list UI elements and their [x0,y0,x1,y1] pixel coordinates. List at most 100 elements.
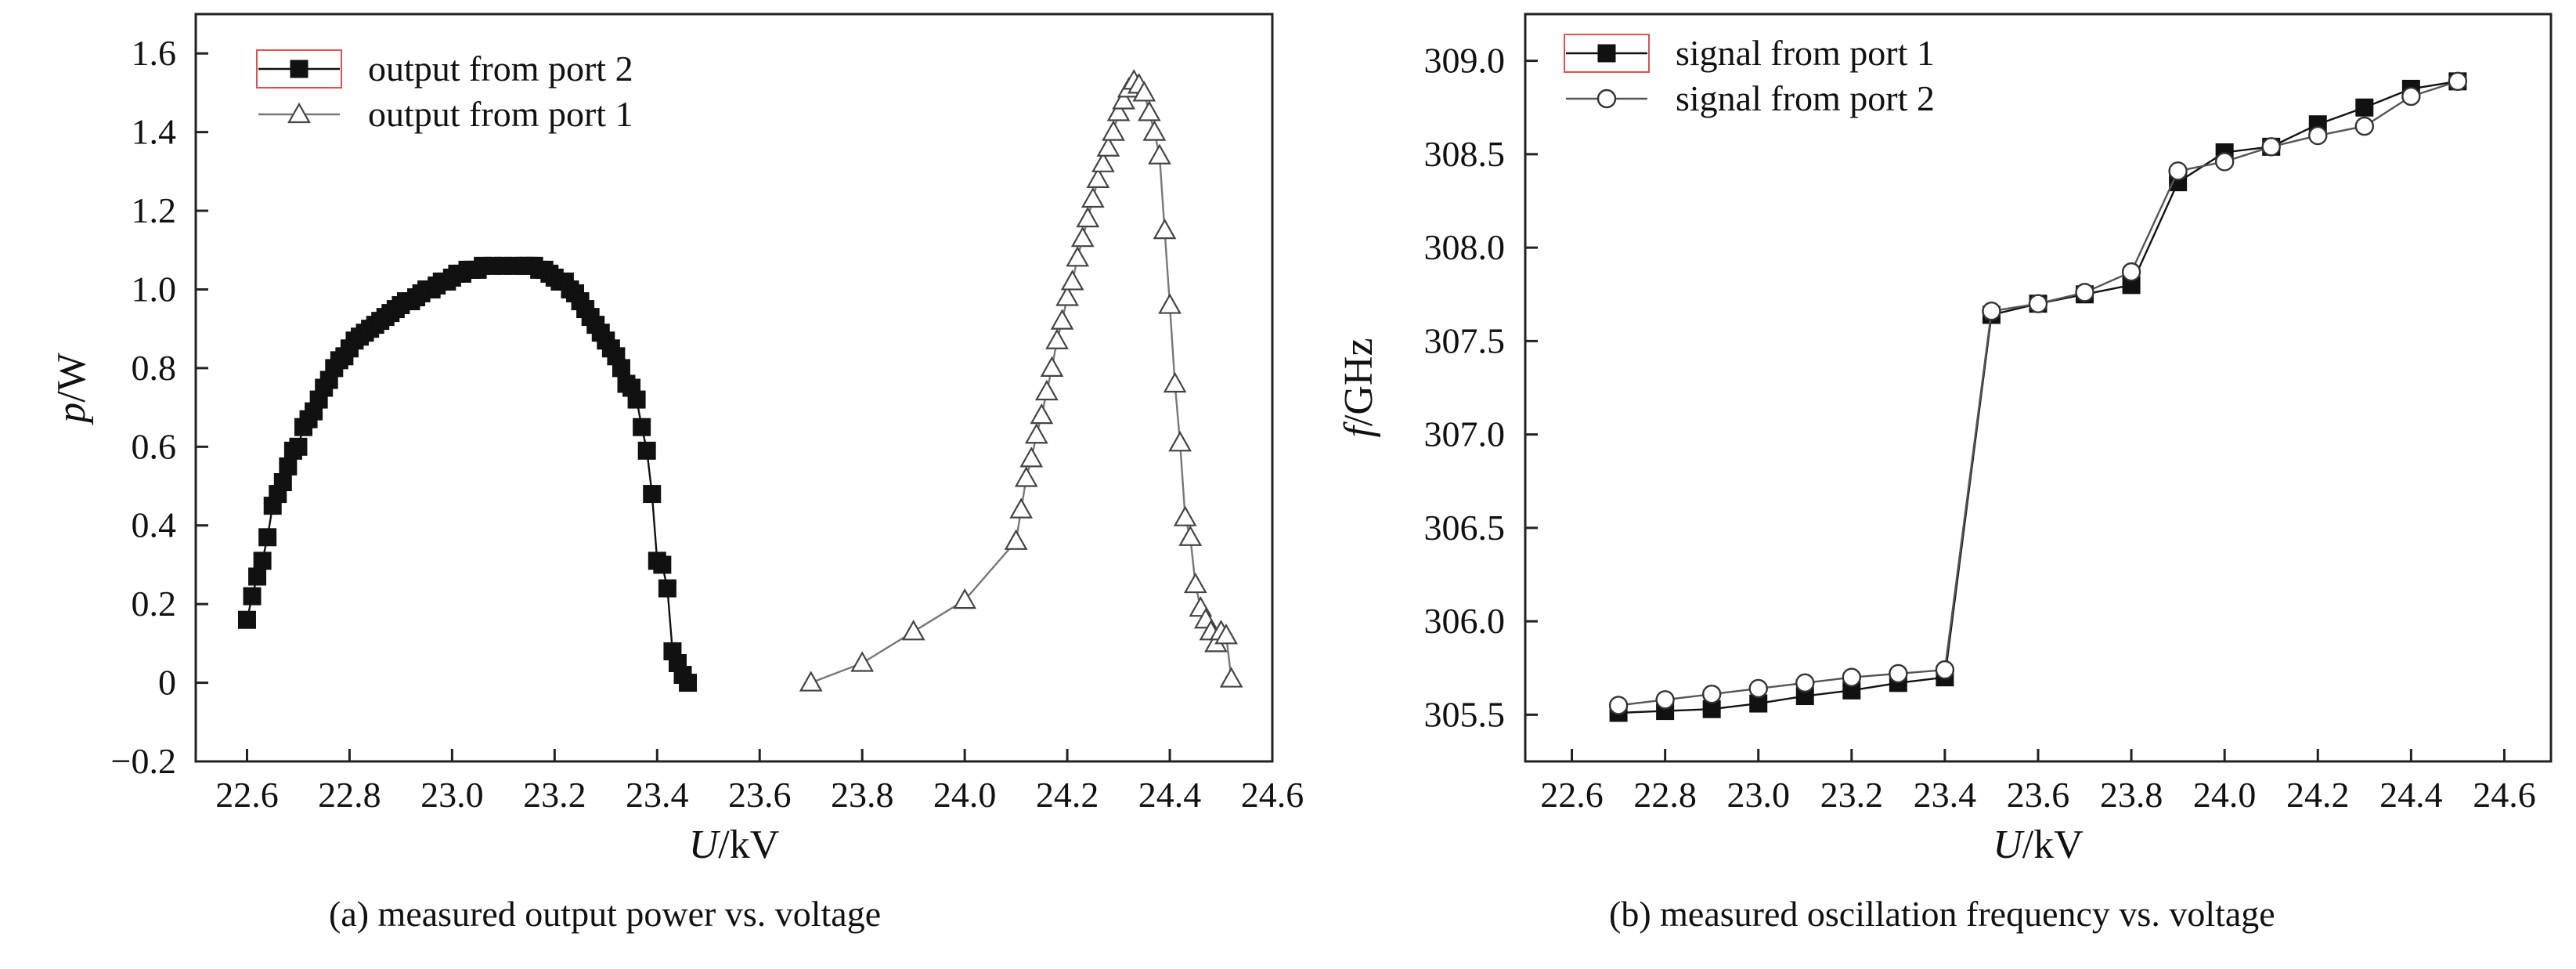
data-point [1035,379,1059,401]
data-point [258,528,277,547]
data-point [1040,356,1064,377]
x-tick-label: 22.8 [1633,775,1697,815]
data-point [248,567,267,586]
x-tick-label: 22.6 [1540,775,1604,815]
x-tick-label: 24.0 [933,775,997,815]
data-point [2214,152,2235,172]
x-axis-label: U/kV [1993,823,2084,867]
data-point [1148,143,1171,165]
y-tick-label: 307.5 [1424,320,1506,360]
x-tick-label: 23.8 [831,775,894,815]
legend: signal from port 1 signal from port 2 [1564,33,1935,118]
x-axis-label: U/kV [689,823,780,867]
data-point [1086,167,1110,188]
data-point [1142,120,1167,141]
data-point [627,390,646,409]
data-point [1842,667,1862,687]
data-point [1055,285,1079,306]
data-point [1081,186,1105,208]
y-tick-label: 1.0 [132,269,177,309]
x-tick-label: 24.6 [1241,775,1304,815]
data-point [2028,294,2048,313]
legend-key-box [1564,34,1650,73]
data-point [279,457,298,475]
plot-frame [1524,13,2553,763]
y-tick-label: 1.4 [132,112,177,152]
plot-frame [194,13,1274,763]
data-point [1168,431,1192,452]
series-2 [1608,71,2468,715]
data-point [1214,624,1238,645]
y-tick-label: 309.0 [1424,41,1506,81]
data-point [1137,100,1161,121]
data-point [287,102,311,124]
x-tick-label: 24.0 [2193,775,2257,815]
data-point [1173,505,1197,526]
data-point [2448,71,2468,92]
x-tick-label: 23.6 [2007,775,2070,815]
x-tick-label: 23.8 [2100,775,2163,815]
y-tick-label: 307.0 [1424,414,1506,454]
data-point [2075,283,2094,302]
data-point [612,359,630,378]
x-tick-label: 23.0 [1726,775,1790,815]
caption-a: (a) measured output power vs. voltage [329,894,882,934]
data-point [1004,529,1028,550]
data-point [1935,660,1955,680]
data-point [289,437,308,456]
series-1 [1609,72,2467,722]
data-point [1030,403,1054,425]
data-point [237,610,256,629]
data-point [799,671,823,692]
legend-key-box [256,49,342,89]
y-tick-label: 0 [158,663,176,703]
data-point [1219,667,1243,688]
data-point [1091,151,1115,172]
y-tick-label: 0.6 [132,426,177,466]
y-tick-label: 0.8 [132,348,177,388]
data-point [850,651,875,672]
data-point [1701,684,1722,704]
x-tick-label: 22.8 [318,775,381,815]
y-tick-label: 308.5 [1424,134,1506,174]
data-point [1050,309,1074,330]
series-line [246,265,689,684]
legend: output from port 2 output from port 1 [256,49,633,134]
data-point [2355,98,2374,117]
y-tick-label: −0.2 [111,741,176,781]
data-point [2401,86,2421,107]
data-point [1132,81,1156,102]
caption-b: (b) measured oscillation frequency vs. v… [1609,894,2275,934]
y-tick-label: 0.2 [132,584,177,624]
x-tick-label: 22.6 [215,775,279,815]
data-point [2354,116,2375,136]
data-point [653,555,672,574]
legend-label: signal from port 1 [1676,33,1935,73]
data-point [2168,161,2188,181]
chart-b: 22.6 22.8 23.0 23.2 23.4 23.6 23.8 24.0 24.2 24.4… [1337,13,2553,867]
data-point [1597,44,1616,63]
data-point [1608,696,1629,715]
x-tick-label: 24.2 [1036,775,1099,815]
x-tick-label: 23.4 [626,775,689,815]
data-point [953,588,977,609]
x-tick-label: 23.4 [1914,775,1977,815]
x-tick-label: 24.6 [2473,775,2536,815]
y-tick-label: 1.2 [132,190,177,230]
data-point [1889,663,1908,684]
series-1 [237,256,698,692]
data-point [1009,497,1034,519]
data-point [1112,89,1136,110]
legend-label: output from port 1 [368,94,633,134]
data-point [643,485,662,504]
data-point [1596,89,1617,109]
x-tick-label: 23.0 [420,775,484,815]
data-point [1982,302,2001,321]
data-point [658,579,676,598]
chart-a: 22.6 22.8 23.0 23.2 23.4 23.6 23.8 24.0 24.2 24.4… [49,13,1304,867]
y-tick-label: 305.5 [1424,694,1506,734]
data-point [1795,673,1815,693]
x-tick-label: 23.2 [523,775,586,815]
y-tick-label: 1.6 [132,33,177,73]
